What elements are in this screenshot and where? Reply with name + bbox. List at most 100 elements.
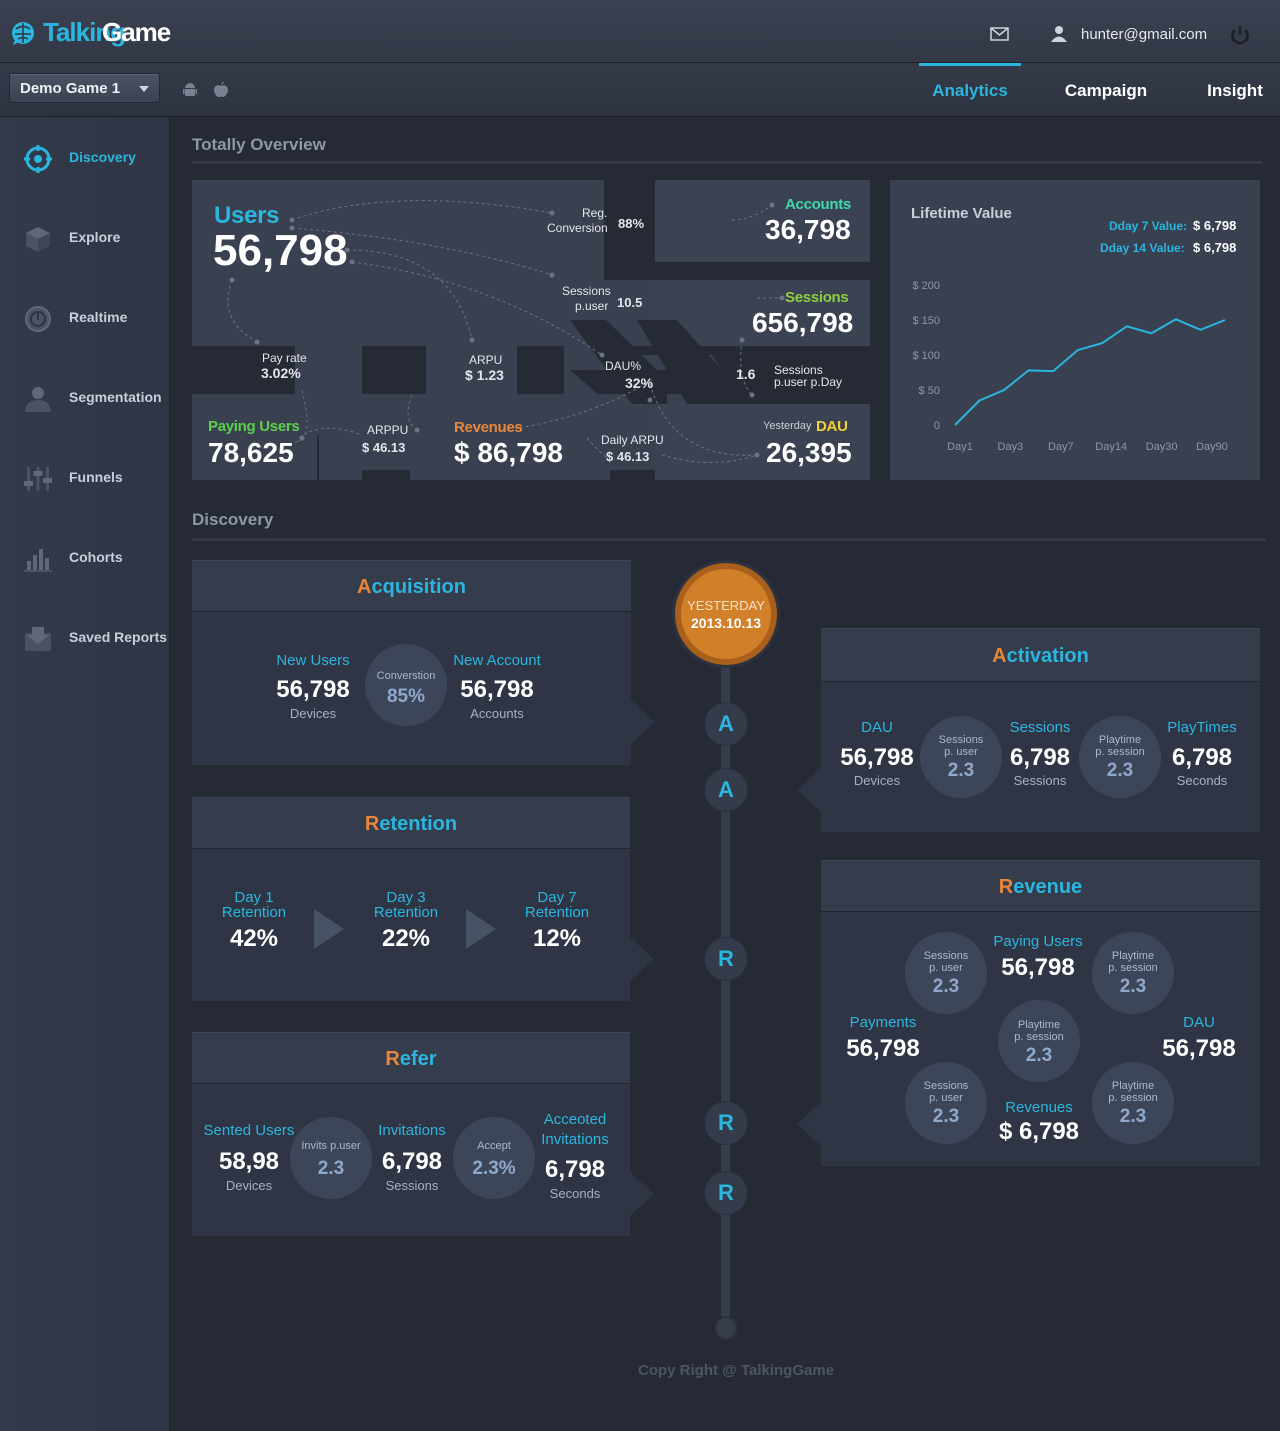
new-account-sub: Accounts: [470, 706, 524, 721]
invitations-sub: Sessions: [385, 1178, 439, 1193]
day7-value: $ 6,798: [1193, 218, 1237, 233]
game-select[interactable]: Demo Game 1: [9, 73, 160, 103]
rev-paying-users-label: Paying Users: [993, 933, 1083, 950]
x-tick-label: Day90: [1196, 441, 1228, 453]
sessions-puser-pday-label-1: Sessions: [774, 363, 823, 377]
dau-label: DAU: [816, 418, 848, 435]
day7-value: 12%: [532, 925, 582, 952]
y-tick-label: $ 100: [912, 350, 940, 362]
revenue-title: Revenue: [821, 860, 1260, 912]
pps-label-1: Playtime: [1098, 734, 1142, 746]
sented-users-label: Sented Users: [203, 1122, 295, 1139]
y-tick-label: $ 150: [912, 315, 940, 327]
day1-label-1: Day 1: [234, 889, 274, 906]
pay-rate-value: 3.02%: [261, 365, 301, 381]
spu-label-2: p. user: [944, 746, 978, 758]
sliders-icon: [24, 467, 52, 491]
spu-value: 2.3: [947, 760, 975, 781]
act-dau-value: 56,798: [840, 744, 914, 771]
rev-playtime-circle-center: Playtime p. session 2.3: [998, 1000, 1080, 1082]
sessions-puser-pday-value: 1.6: [736, 366, 756, 382]
sidebar-item-segmentation[interactable]: Segmentation: [0, 357, 170, 437]
sessions-puser-value: 10.5: [617, 295, 643, 310]
tab-campaign[interactable]: Campaign: [1064, 81, 1148, 100]
tab-insight[interactable]: Insight: [1207, 81, 1263, 100]
day7-label-1: Day 7: [537, 889, 577, 906]
date-badge[interactable]: YESTERDAY 2013.10.13: [675, 563, 777, 665]
day14-label: Dday 14 Value:: [1100, 241, 1185, 255]
act-sessions-value: 6,798: [1009, 744, 1071, 771]
person-icon: [25, 387, 51, 412]
spu-label-1: Sessions: [938, 734, 984, 746]
timeline-node-acquisition[interactable]: A: [704, 702, 748, 746]
c4-label-1: Sessions: [923, 1080, 969, 1092]
timeline-node-refer[interactable]: R: [704, 1171, 748, 1215]
rev-playtime-circle-1: Playtime p. session 2.3: [1092, 932, 1174, 1014]
c3-label-2: p. session: [1014, 1031, 1064, 1043]
act-dau-sub: Devices: [853, 773, 901, 788]
acquisition-pointer: [631, 700, 655, 744]
c4-label-2: p. user: [929, 1092, 963, 1104]
sented-users-sub: Devices: [225, 1178, 273, 1193]
conversion-value: 85%: [386, 686, 426, 707]
refer-title-first: R: [385, 1048, 400, 1070]
timeline-node-revenue[interactable]: R: [704, 1101, 748, 1145]
day7-label-2: Retention: [524, 904, 590, 921]
rev-sessions-per-user-circle-2: Sessions p. user 2.3: [905, 1062, 987, 1144]
revenue-title-rest: evenue: [1013, 876, 1083, 898]
c4-value: 2.3: [932, 1106, 960, 1127]
c2-label-1: Playtime: [1111, 950, 1155, 962]
user-email[interactable]: hunter@gmail.com: [1081, 26, 1208, 43]
dau-pct-value: 32%: [625, 375, 654, 391]
timeline-node-retention[interactable]: R: [704, 937, 748, 981]
power-icon[interactable]: [1229, 24, 1251, 46]
c1-value: 2.3: [932, 976, 960, 997]
rev-dau-label: DAU: [1183, 1014, 1215, 1031]
reg-conversion-value: 88%: [618, 216, 645, 231]
overview-panel: Users 56,798 Reg. Conversion 88% Account…: [192, 180, 870, 480]
sessions-puser-pday-label-2: p.user p.Day: [774, 375, 843, 389]
sidebar-item-discovery[interactable]: Discovery: [0, 117, 170, 197]
x-tick-label: Day3: [998, 441, 1024, 453]
acquisition-title: Acquisition: [192, 560, 631, 612]
mail-icon[interactable]: [990, 26, 1010, 42]
x-tick-label: Day7: [1048, 441, 1074, 453]
sidebar-item-cohorts[interactable]: Cohorts: [0, 517, 170, 597]
day7-label: Dday 7 Value:: [1109, 219, 1188, 233]
tab-analytics[interactable]: Analytics: [919, 63, 1021, 117]
apple-icon[interactable]: [213, 81, 229, 98]
sidebar-item-funnels[interactable]: Funnels: [0, 437, 170, 517]
revenue-title-first: R: [998, 876, 1014, 898]
divider: [192, 538, 1266, 541]
invitations-label: Invitations: [378, 1122, 446, 1139]
sidebar-item-realtime[interactable]: Realtime: [0, 277, 170, 357]
new-account-value: 56,798: [460, 676, 534, 703]
day3-value: 22%: [381, 925, 431, 952]
conversion-circle: Converstion 85%: [365, 644, 447, 726]
acquisition-title-first: A: [357, 576, 372, 598]
timeline-node-activation[interactable]: A: [704, 768, 748, 812]
activation-body: [821, 682, 1260, 832]
android-icon[interactable]: [183, 82, 197, 98]
revenue-pointer: [797, 1102, 821, 1146]
lifetime-value-panel: Lifetime Value Dday 7 Value: $ 6,798 Dda…: [890, 180, 1260, 480]
arppu-value: $ 46.13: [362, 440, 406, 455]
sidebar-item-explore[interactable]: Explore: [0, 197, 170, 277]
accept-circle: Accept 2.3%: [453, 1117, 535, 1199]
day1-label-2: Retention: [221, 904, 287, 921]
daily-arpu-label: Daily ARPU: [601, 433, 664, 447]
sidebar-item-label: Saved Reports: [69, 629, 168, 645]
date-label: YESTERDAY: [687, 598, 765, 613]
dau-value: 26,395: [766, 437, 852, 468]
cube-icon: [26, 227, 50, 252]
sidebar-item-saved-reports[interactable]: Saved Reports: [0, 597, 170, 677]
timeline-end-dot: [714, 1316, 738, 1340]
user-icon: [1050, 25, 1068, 43]
refer-card: Refer Sented Users 58,98 Devices Invits …: [192, 1032, 630, 1236]
accept-label: Accept: [477, 1140, 511, 1152]
discovery-title: Discovery: [192, 510, 274, 529]
accepted-invitations-label-1: Acceoted: [543, 1111, 607, 1128]
new-account-label: New Account: [453, 652, 541, 669]
retention-card: Retention Day 1 Retention 42% Day 3 Rete…: [192, 797, 630, 1001]
sidebar-item-label: Discovery: [69, 149, 136, 165]
